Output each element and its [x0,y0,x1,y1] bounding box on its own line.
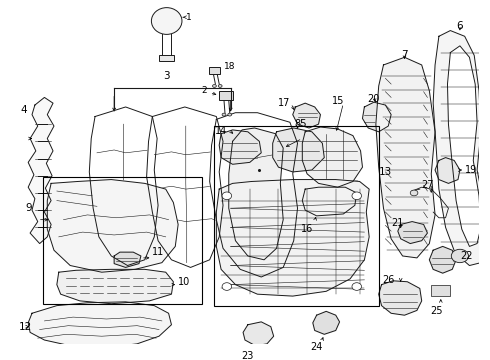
Text: 3: 3 [163,71,170,81]
Text: 26: 26 [382,275,394,285]
Polygon shape [398,222,427,244]
Ellipse shape [451,249,468,263]
Bar [431,285,450,296]
Ellipse shape [218,85,222,87]
Text: 21: 21 [391,218,403,228]
Text: 22: 22 [460,251,472,261]
Polygon shape [302,187,357,216]
Text: 18: 18 [224,62,236,71]
Polygon shape [28,302,172,348]
Text: 6: 6 [457,21,463,31]
Polygon shape [433,31,487,266]
Bar [43,177,202,304]
Bar [219,91,233,100]
Polygon shape [293,103,320,128]
Text: 9: 9 [25,203,32,213]
Polygon shape [57,269,173,304]
Text: 4: 4 [21,105,27,115]
Polygon shape [429,246,456,273]
Ellipse shape [410,190,418,196]
Polygon shape [302,127,363,187]
Ellipse shape [352,192,362,199]
Polygon shape [313,311,340,334]
Text: 19: 19 [465,165,477,175]
Text: 5: 5 [299,120,306,129]
Text: 8: 8 [294,120,300,129]
Text: 14: 14 [216,126,228,136]
Text: 25: 25 [430,306,442,316]
Polygon shape [147,107,223,267]
Polygon shape [273,128,324,172]
Ellipse shape [213,85,217,87]
Polygon shape [210,113,297,277]
Polygon shape [114,252,141,267]
Polygon shape [376,57,435,258]
Text: 17: 17 [277,98,290,108]
Bar [159,55,174,61]
Text: 16: 16 [301,224,313,234]
Polygon shape [229,128,283,260]
Text: 1: 1 [183,13,192,22]
Text: 24: 24 [311,342,323,352]
Polygon shape [219,130,261,164]
Ellipse shape [352,283,362,291]
Text: 13: 13 [379,167,392,177]
Text: 10: 10 [178,277,191,287]
Ellipse shape [222,192,232,199]
Polygon shape [363,102,391,132]
Bar [209,67,220,75]
Ellipse shape [228,113,232,116]
Text: 12: 12 [19,321,32,332]
Text: 27: 27 [422,180,434,190]
Ellipse shape [222,283,232,291]
Text: 15: 15 [332,95,344,105]
Polygon shape [28,98,54,244]
Polygon shape [435,158,460,183]
Polygon shape [379,281,422,315]
Polygon shape [48,180,178,272]
Text: 11: 11 [152,247,165,257]
Polygon shape [243,322,273,346]
Polygon shape [89,107,158,266]
Ellipse shape [151,8,182,35]
Text: 2: 2 [201,86,216,95]
Polygon shape [447,46,481,246]
Text: 23: 23 [242,351,254,360]
Text: 20: 20 [367,94,380,104]
Text: 7: 7 [401,50,408,60]
Ellipse shape [222,113,226,116]
Bar [215,126,379,306]
Polygon shape [217,180,369,296]
